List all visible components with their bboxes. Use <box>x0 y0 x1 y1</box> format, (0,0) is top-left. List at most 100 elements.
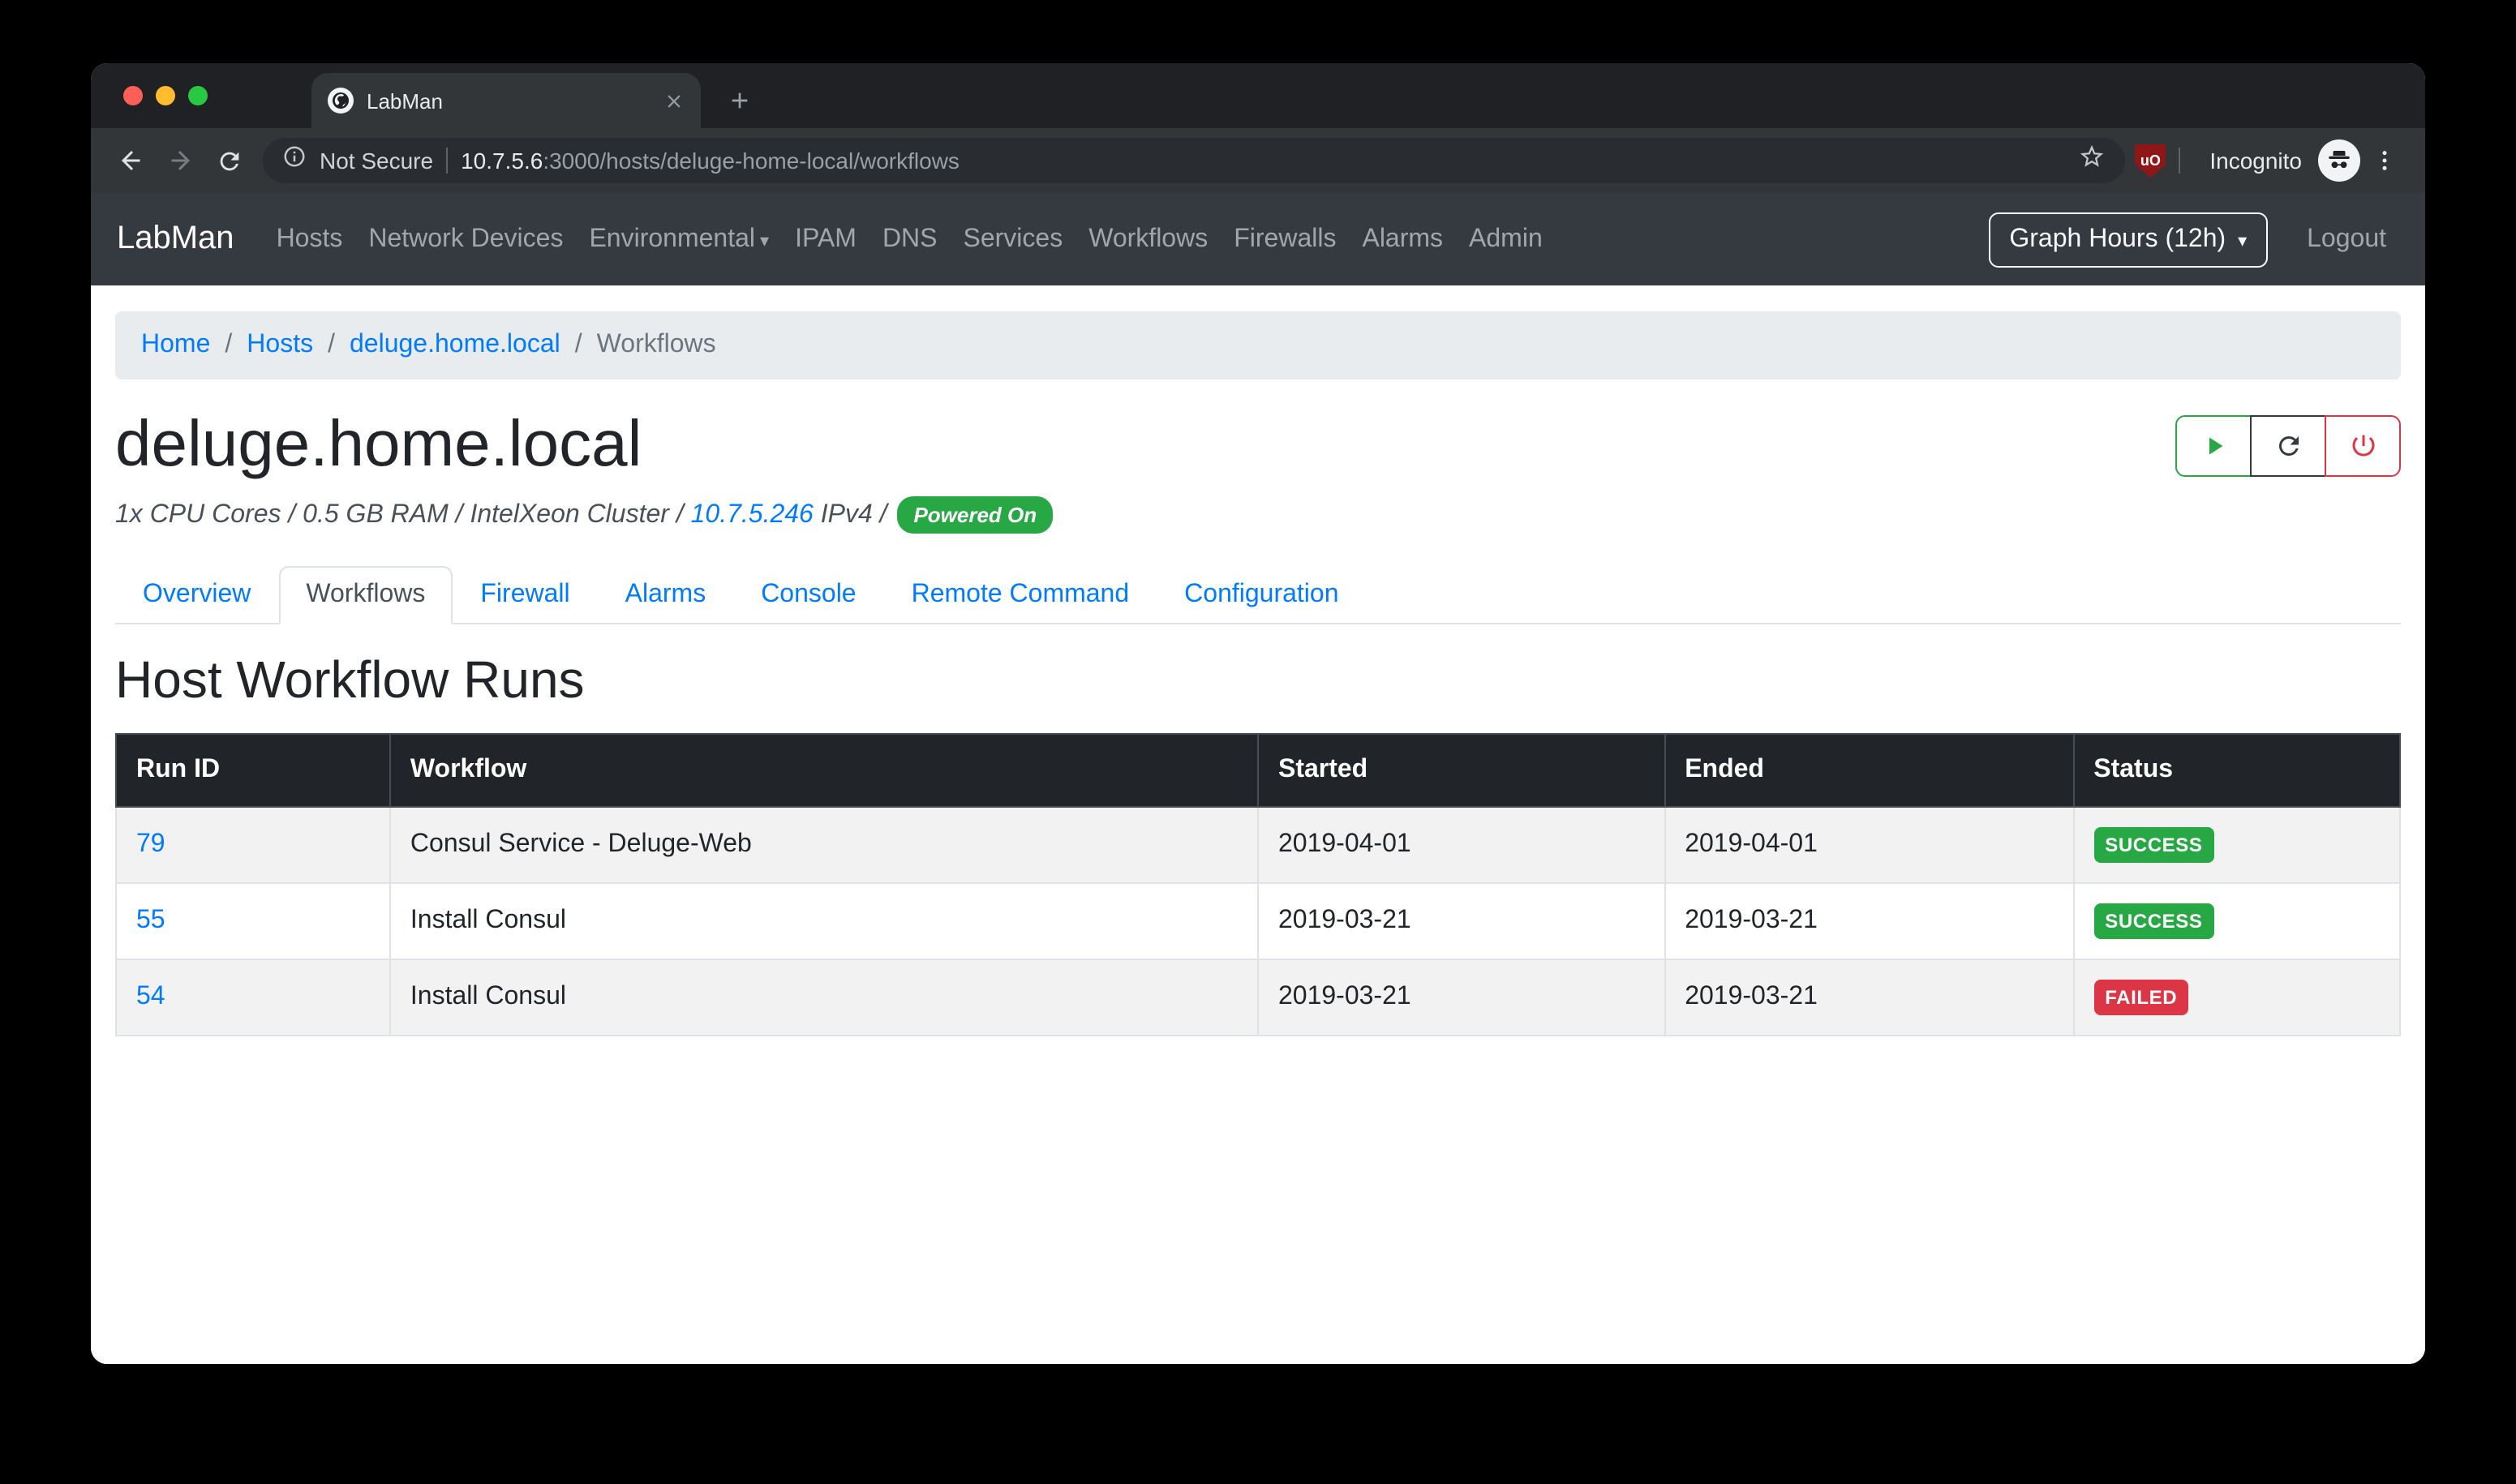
specs-prefix: 1x CPU Cores / 0.5 GB RAM / IntelXeon Cl… <box>115 500 691 528</box>
started-cell: 2019-04-01 <box>1256 806 1666 884</box>
browser-toolbar: Not Secure 10.7.5.6:3000/hosts/deluge-ho… <box>91 128 2425 193</box>
breadcrumb-separator: / <box>328 331 335 358</box>
new-tab-button[interactable] <box>717 78 762 123</box>
tab-favicon-globe-icon <box>328 88 354 114</box>
breadcrumb-host-link[interactable]: deluge.home.local <box>350 331 560 358</box>
specs-suffix: IPv4 / <box>813 500 895 528</box>
ublock-extension-icon[interactable]: uO <box>2135 144 2166 178</box>
col-header-workflow: Workflow <box>389 733 1259 808</box>
col-header-started: Started <box>1256 733 1666 808</box>
tab-firewall[interactable]: Firewall <box>480 581 570 608</box>
refresh-icon <box>2278 436 2298 456</box>
tab-configuration[interactable]: Configuration <box>1184 581 1339 608</box>
browser-tabstrip: LabMan <box>91 63 2425 128</box>
address-bar[interactable]: Not Secure 10.7.5.6:3000/hosts/deluge-ho… <box>263 138 2126 183</box>
breadcrumb-hosts-link[interactable]: Hosts <box>247 331 314 358</box>
page-content: Home / Hosts / deluge.home.local / Workf… <box>91 285 2425 1364</box>
ended-cell: 2019-04-01 <box>1664 806 2075 884</box>
minimize-window-button[interactable] <box>156 86 175 105</box>
table-row: 55 Install Consul 2019-03-21 2019-03-21 … <box>115 882 2402 960</box>
close-window-button[interactable] <box>123 86 143 105</box>
nav-item-dns[interactable]: DNS <box>882 225 938 252</box>
power-off-button[interactable] <box>2325 415 2401 477</box>
workflow-cell: Install Consul <box>389 882 1259 960</box>
power-icon <box>2351 435 2374 457</box>
nav-item-hosts[interactable]: Hosts <box>276 225 343 252</box>
workflow-cell: Install Consul <box>389 959 1259 1036</box>
nav-item-services[interactable]: Services <box>963 225 1063 252</box>
nav-item-environmental[interactable]: Environmental ▾ <box>589 225 770 252</box>
incognito-avatar-icon[interactable] <box>2318 139 2360 182</box>
info-icon[interactable] <box>282 144 307 177</box>
host-action-buttons <box>2175 415 2401 477</box>
browser-window: LabMan Not S <box>91 63 2425 1364</box>
play-icon <box>2209 437 2222 455</box>
nav-item-workflows[interactable]: Workflows <box>1088 225 1209 252</box>
started-cell: 2019-03-21 <box>1256 882 1666 960</box>
forward-button[interactable] <box>156 136 204 185</box>
table-header-row: Run ID Workflow Started Ended Status <box>115 733 2402 808</box>
brand-link[interactable]: LabMan <box>117 221 234 256</box>
host-specs: 1x CPU Cores / 0.5 GB RAM / IntelXeon Cl… <box>115 496 2401 534</box>
breadcrumb-current: Workflows <box>596 331 716 358</box>
status-badge: SUCCESS <box>2093 827 2214 863</box>
tab-title: LabMan <box>367 88 443 113</box>
status-badge: SUCCESS <box>2093 903 2214 939</box>
workflow-runs-table: Run ID Workflow Started Ended Status 79 … <box>115 733 2402 1036</box>
bookmark-star-icon[interactable] <box>2078 143 2106 178</box>
breadcrumb-separator: / <box>574 331 582 358</box>
window-controls <box>123 86 208 105</box>
browser-tab[interactable]: LabMan <box>311 73 701 128</box>
tab-close-icon[interactable] <box>663 90 685 111</box>
col-header-status: Status <box>2072 733 2402 808</box>
breadcrumb-home-link[interactable]: Home <box>141 331 211 358</box>
page-title: deluge.home.local <box>115 409 642 480</box>
col-header-ended: Ended <box>1664 733 2075 808</box>
power-on-button[interactable] <box>2175 415 2252 477</box>
ended-cell: 2019-03-21 <box>1664 959 2075 1036</box>
zoom-window-button[interactable] <box>188 86 208 105</box>
power-status-badge: Powered On <box>897 496 1054 534</box>
graph-hours-dropdown[interactable]: Graph Hours (12h) ▾ <box>1988 212 2269 267</box>
tab-alarms[interactable]: Alarms <box>625 581 706 608</box>
title-row: deluge.home.local <box>115 405 2401 483</box>
omnibox-divider <box>446 148 449 174</box>
breadcrumb: Home / Hosts / deluge.home.local / Workf… <box>115 311 2401 380</box>
app-navbar: LabMan Hosts Network Devices Environment… <box>91 193 2425 285</box>
chevron-down-icon: ▾ <box>2238 231 2248 251</box>
breadcrumb-separator: / <box>225 331 233 358</box>
table-row: 79 Consul Service - Deluge-Web 2019-04-0… <box>115 806 2402 884</box>
url-text: 10.7.5.6:3000/hosts/deluge-home-local/wo… <box>461 148 2065 174</box>
run-id-link[interactable]: 55 <box>136 907 165 934</box>
url-path: :3000/hosts/deluge-home-local/workflows <box>543 148 960 174</box>
ended-cell: 2019-03-21 <box>1664 882 2075 960</box>
nav-item-admin[interactable]: Admin <box>1469 225 1543 252</box>
reload-button[interactable] <box>204 136 253 185</box>
status-badge: FAILED <box>2093 980 2189 1015</box>
tab-workflows[interactable]: Workflows <box>278 566 453 624</box>
chevron-down-icon: ▾ <box>760 231 770 251</box>
nav-items: Hosts Network Devices Environmental ▾ IPA… <box>264 212 1556 267</box>
browser-menu-icon[interactable] <box>2360 136 2409 185</box>
nav-item-firewalls[interactable]: Firewalls <box>1234 225 1337 252</box>
run-id-link[interactable]: 79 <box>136 830 165 858</box>
host-ip-link[interactable]: 10.7.5.246 <box>690 500 814 528</box>
reboot-button[interactable] <box>2250 415 2326 477</box>
nav-item-alarms[interactable]: Alarms <box>1362 225 1444 252</box>
tab-remote-command[interactable]: Remote Command <box>911 581 1130 608</box>
security-status-label: Not Secure <box>320 148 434 174</box>
back-button[interactable] <box>107 136 156 185</box>
col-header-run-id: Run ID <box>115 733 391 808</box>
incognito-label: Incognito <box>2209 148 2302 174</box>
tab-overview[interactable]: Overview <box>143 581 251 608</box>
table-row: 54 Install Consul 2019-03-21 2019-03-21 … <box>115 959 2402 1036</box>
run-id-link[interactable]: 54 <box>136 983 165 1010</box>
host-tabs: Overview Workflows Firewall Alarms Conso… <box>115 566 2401 624</box>
logout-link[interactable]: Logout <box>2307 225 2386 252</box>
nav-item-ipam[interactable]: IPAM <box>795 225 857 252</box>
toolbar-divider <box>2179 148 2181 174</box>
tab-console[interactable]: Console <box>761 581 857 608</box>
nav-item-network-devices[interactable]: Network Devices <box>368 225 564 252</box>
section-title: Host Workflow Runs <box>115 650 585 709</box>
